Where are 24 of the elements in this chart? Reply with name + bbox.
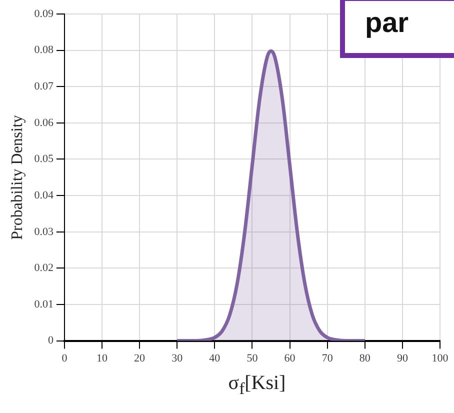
y-tick-label: 0.03 xyxy=(34,226,54,238)
callout-box: par xyxy=(340,0,454,58)
y-tick-label: 0.06 xyxy=(34,116,54,129)
y-tick-label: 0.09 xyxy=(34,8,54,20)
x-tick-label: 10 xyxy=(96,352,108,364)
y-tick-label: 0 xyxy=(48,334,54,347)
x-tick-label: 60 xyxy=(284,352,296,364)
y-tick-label: 0.04 xyxy=(34,189,54,202)
x-tick-label: 70 xyxy=(322,352,334,364)
x-tick-label: 90 xyxy=(396,352,408,364)
y-tick-label: 0.05 xyxy=(34,153,54,166)
x-tick-label: 40 xyxy=(209,352,221,364)
y-tick-label: 0.08 xyxy=(34,44,54,56)
x-tick-label: 30 xyxy=(172,352,184,364)
x-tick-label: 80 xyxy=(359,352,371,364)
y-axis-title: Probability Density xyxy=(8,114,26,240)
x-tick-label: 100 xyxy=(432,352,449,364)
x-axis-title: σ$_{f}$[Ksi] xyxy=(227,372,287,399)
y-tick-label: 0.02 xyxy=(34,262,54,274)
x-tick-label: 50 xyxy=(246,352,258,364)
x-tick-label: 20 xyxy=(134,352,146,364)
y-tick-label: 0.01 xyxy=(34,298,54,310)
x-tick-label: 0 xyxy=(62,352,68,364)
y-tick-label: 0.07 xyxy=(34,80,54,93)
